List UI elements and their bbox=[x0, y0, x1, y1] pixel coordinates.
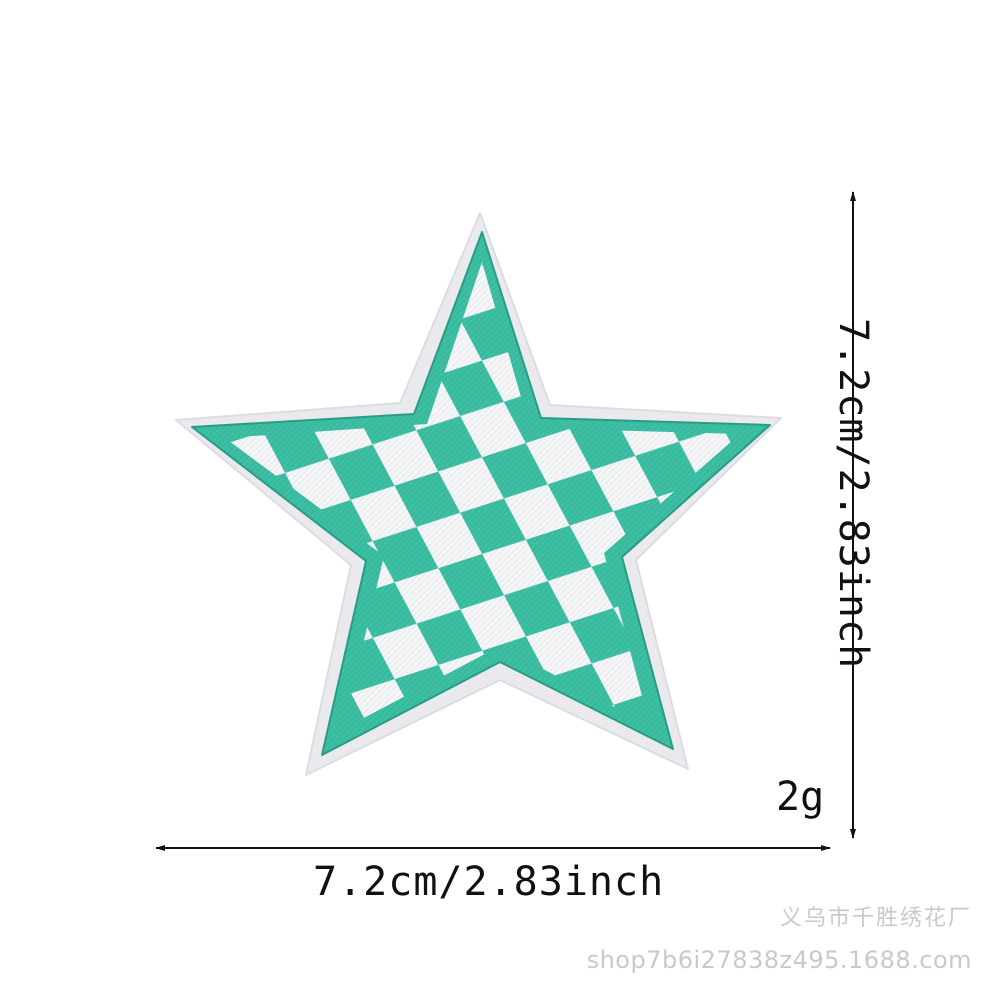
width-dimension-label: 7.2cm/2.83inch bbox=[313, 859, 665, 905]
watermark-shop-name: 义乌市千胜绣花厂 bbox=[779, 906, 972, 931]
weight-label: 2g bbox=[776, 774, 825, 820]
watermark-shop-url: shop7b6i27838z495.1688.com bbox=[586, 946, 972, 974]
height-dimension-label: 7.2cm/2.83inch bbox=[830, 318, 876, 670]
patch-knit-texture bbox=[192, 232, 770, 755]
